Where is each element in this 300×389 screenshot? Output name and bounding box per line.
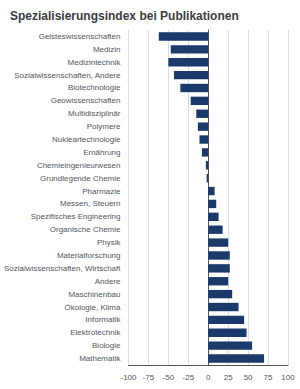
svg-text:Maschinenbau: Maschinenbau — [68, 290, 120, 299]
svg-text:Spezifisches Engineering: Spezifisches Engineering — [31, 212, 121, 221]
svg-text:Geowissenschaften: Geowissenschaften — [51, 96, 121, 105]
svg-text:0: 0 — [206, 373, 211, 382]
svg-text:Polymere: Polymere — [87, 122, 121, 131]
svg-text:Ökologie, Klima: Ökologie, Klima — [64, 303, 121, 312]
svg-text:Sozialwissenschaften, Wirtscha: Sozialwissenschaften, Wirtschaft — [4, 264, 121, 273]
svg-text:Medizintechnik: Medizintechnik — [68, 58, 122, 67]
svg-text:-50: -50 — [163, 373, 175, 382]
svg-text:25: 25 — [224, 373, 233, 382]
svg-text:Andere: Andere — [95, 277, 121, 286]
svg-text:Sozialwissenschaften, Andere: Sozialwissenschaften, Andere — [14, 71, 121, 80]
svg-text:Physik: Physik — [97, 238, 122, 247]
svg-text:-100: -100 — [120, 373, 137, 382]
svg-text:-75: -75 — [143, 373, 155, 382]
svg-text:Ernährung: Ernährung — [83, 148, 120, 157]
svg-text:Nukleartechnologie: Nukleartechnologie — [52, 135, 121, 144]
svg-text:Chemieingenieurwesen: Chemieingenieurwesen — [37, 161, 121, 170]
svg-text:Elektrotechnik: Elektrotechnik — [70, 328, 121, 337]
svg-text:Geisteswissenschaften: Geisteswissenschaften — [39, 32, 121, 41]
svg-text:Pharmazie: Pharmazie — [82, 187, 121, 196]
svg-text:Biotechnologie: Biotechnologie — [68, 83, 121, 92]
svg-text:Grundlegende Chemie: Grundlegende Chemie — [40, 174, 121, 183]
svg-text:75: 75 — [264, 373, 273, 382]
svg-text:Medizin: Medizin — [93, 45, 121, 54]
svg-text:Informatik: Informatik — [85, 315, 121, 324]
svg-text:Materialforschung: Materialforschung — [57, 251, 121, 260]
svg-text:Multidisziplinär: Multidisziplinär — [68, 109, 121, 118]
svg-text:100: 100 — [281, 373, 295, 382]
svg-text:Biologie: Biologie — [92, 341, 121, 350]
svg-text:50: 50 — [244, 373, 253, 382]
svg-text:Mathematik: Mathematik — [79, 354, 121, 363]
svg-text:-25: -25 — [183, 373, 195, 382]
svg-text:Spezialisierungsindex bei Publ: Spezialisierungsindex bei Publikationen — [10, 9, 239, 23]
svg-text:Organische Chemie: Organische Chemie — [50, 225, 121, 234]
svg-text:Messen, Steuern: Messen, Steuern — [60, 199, 120, 208]
